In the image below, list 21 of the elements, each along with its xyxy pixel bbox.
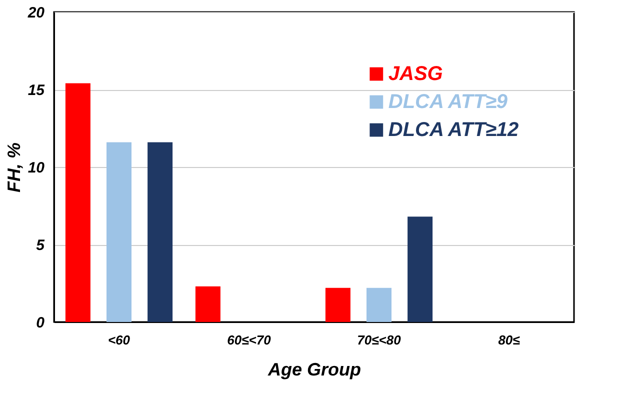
bar [106,142,132,322]
y-axis-title: FH, % [4,142,24,193]
y-tick-label: 15 [28,82,46,99]
legend-label: DLCA ATT≥9 [388,91,508,113]
bar [325,288,350,322]
x-tick-label: 60≤<70 [227,332,272,348]
bar [195,286,220,322]
legend-label: DLCA ATT≥12 [388,119,519,141]
bar [148,142,173,322]
y-tick-label: 20 [26,4,46,22]
x-tick-label: <60 [108,332,131,348]
y-tick-label: 0 [36,314,46,332]
legend-label: JASG [388,63,443,85]
x-tick-label: 70≤<80 [357,332,402,348]
x-tick-label: 80≤ [498,332,521,348]
x-axis-title: Age Group [267,360,361,380]
y-tick-label: 5 [36,237,46,254]
bar [408,216,433,322]
bar [65,83,90,322]
y-tick-label: 10 [28,160,46,176]
bar [366,288,392,322]
